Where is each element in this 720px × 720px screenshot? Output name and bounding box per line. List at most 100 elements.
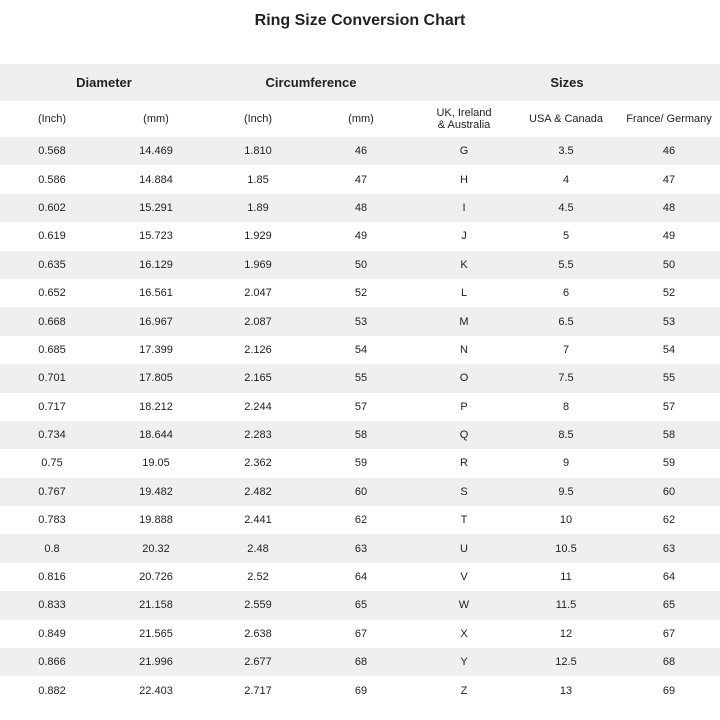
table-cell: 6.5	[558, 315, 574, 328]
column-header: (Inch)	[37, 113, 67, 125]
table-cell: 19.482	[139, 485, 173, 498]
table-cell: 2.717	[244, 684, 272, 697]
table-cell: 2.482	[244, 485, 272, 498]
table-row: 0.701 17.805 2.165 55 O 7.5 55	[0, 364, 720, 393]
table-cell: 19.888	[139, 514, 173, 527]
table-cell: 48	[662, 201, 676, 214]
table-cell: 50	[662, 258, 676, 271]
table-cell: X	[460, 627, 468, 640]
group-header-circumference: Circumference	[265, 75, 357, 90]
table-cell: 58	[662, 429, 676, 442]
table-cell: 0.685	[38, 343, 66, 356]
table-cell: 57	[662, 400, 676, 413]
table-cell: 0.816	[38, 571, 66, 584]
table-cell: 0.882	[38, 684, 66, 697]
table-cell: 2.244	[244, 400, 272, 413]
group-header-row: Diameter Circumference Sizes	[0, 64, 720, 101]
table-cell: 4.5	[558, 201, 574, 214]
table-row: 0.767 19.482 2.482 60 S 9.5 60	[0, 477, 720, 507]
table-cell: 0.783	[38, 514, 66, 527]
group-header-sizes: Sizes	[550, 75, 584, 90]
table-cell: 5.5	[558, 258, 574, 271]
table-cell: 0.767	[38, 485, 66, 498]
table-row: 0.849 21.565 2.638 67 X 12 67	[0, 620, 720, 648]
table-cell: H	[460, 173, 468, 186]
table-cell: 2.559	[244, 599, 272, 612]
table-cell: 0.568	[38, 145, 66, 158]
table-cell: 9.5	[558, 485, 574, 498]
table-row: 0.833 21.158 2.559 65 W 11.5 65	[0, 591, 720, 620]
table-cell: 10.5	[555, 542, 577, 555]
table-cell: 0.8	[44, 542, 60, 555]
table-body: 0.568 14.469 1.810 46 G 3.5 46 0.586 14.884 1.85 4…	[0, 137, 720, 705]
table-cell: 2.677	[244, 656, 272, 669]
table-row: 0.734 18.644 2.283 58 Q 8.5 58	[0, 420, 720, 450]
table-cell: M	[459, 315, 469, 328]
table-cell: 60	[354, 485, 368, 498]
table-row: 0.8 20.32 2.48 63 U 10.5 63	[0, 534, 720, 563]
table-cell: 65	[662, 599, 676, 612]
table-cell: 46	[662, 145, 676, 158]
table-cell: Y	[460, 656, 468, 669]
table-cell: 7	[562, 343, 570, 356]
table-cell: 62	[354, 514, 368, 527]
table-cell: 60	[662, 485, 676, 498]
table-cell: 11.5	[555, 599, 577, 612]
column-header-row: (Inch) (mm) (Inch) (mm) UK, Ireland & Au…	[0, 101, 720, 137]
table-cell: 8.5	[558, 429, 574, 442]
table-cell: 47	[662, 173, 676, 186]
table-cell: 17.805	[139, 372, 173, 385]
table-cell: 4	[562, 173, 570, 186]
table-cell: 2.126	[244, 343, 272, 356]
table-cell: 3.5	[558, 145, 574, 158]
table-row: 0.619 15.723 1.929 49 J 5 49	[0, 222, 720, 250]
table-cell: 48	[354, 201, 368, 214]
table-cell: 2.638	[244, 627, 272, 640]
table-cell: 63	[662, 542, 676, 555]
table-cell: 22.403	[139, 684, 173, 697]
table-row: 0.783 19.888 2.441 62 T 10 62	[0, 506, 720, 534]
table-cell: 16.967	[139, 315, 173, 328]
table-cell: 0.602	[38, 201, 66, 214]
table-cell: 54	[662, 343, 676, 356]
table-row: 0.866 21.996 2.677 68 Y 12.5 68	[0, 648, 720, 677]
table-cell: 0.717	[38, 400, 66, 413]
table-cell: 10	[559, 514, 573, 527]
table-cell: 2.047	[244, 287, 272, 300]
column-header: UK, Ireland & Australia	[436, 107, 492, 131]
table-cell: I	[462, 201, 466, 214]
table-cell: 15.291	[139, 201, 173, 214]
table-cell: 8	[562, 400, 570, 413]
table-cell: 5	[562, 230, 570, 243]
table-cell: 16.129	[139, 258, 173, 271]
table-cell: 0.75	[41, 457, 63, 470]
table-cell: 59	[354, 457, 368, 470]
table-cell: 6	[562, 287, 570, 300]
table-cell: 2.362	[244, 457, 272, 470]
table-cell: 20.726	[139, 571, 173, 584]
table-cell: P	[460, 400, 468, 413]
table-cell: 64	[662, 571, 676, 584]
table-cell: 20.32	[142, 542, 170, 555]
table-cell: J	[461, 230, 467, 243]
table-cell: 63	[354, 542, 368, 555]
table-cell: 69	[354, 684, 368, 697]
table-row: 0.652 16.561 2.047 52 L 6 52	[0, 279, 720, 307]
table-cell: 14.884	[139, 173, 173, 186]
table-cell: 9	[562, 457, 570, 470]
table-cell: 69	[662, 684, 676, 697]
column-header: (mm)	[348, 113, 374, 125]
table-cell: 12	[559, 627, 573, 640]
column-header: France/ Germany	[626, 113, 712, 125]
page-title: Ring Size Conversion Chart	[254, 12, 466, 29]
table-cell: Z	[460, 684, 468, 697]
table-cell: 0.619	[38, 230, 66, 243]
table-cell: 18.212	[139, 400, 173, 413]
table-cell: U	[460, 542, 468, 555]
table-cell: 0.652	[38, 287, 66, 300]
table-cell: S	[460, 485, 468, 498]
table-cell: R	[460, 457, 468, 470]
table-cell: K	[460, 258, 468, 271]
table-cell: 64	[354, 571, 368, 584]
table-cell: 47	[354, 173, 368, 186]
